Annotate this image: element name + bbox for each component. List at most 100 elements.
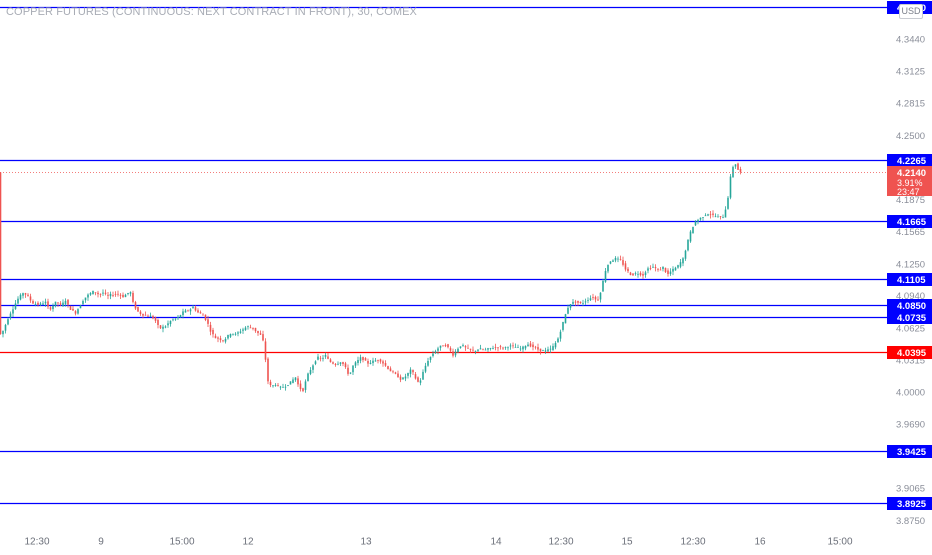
candle-body xyxy=(319,357,322,359)
candle-body xyxy=(104,292,107,294)
candle-body xyxy=(567,307,569,314)
candle-body xyxy=(689,231,692,242)
candle-body xyxy=(134,302,137,309)
candle-body xyxy=(169,320,172,325)
candle-body xyxy=(687,239,689,251)
candle-body xyxy=(34,303,37,305)
candle-body xyxy=(684,250,687,259)
candle-body xyxy=(424,365,427,372)
candle-body xyxy=(464,346,467,348)
price-label-badge xyxy=(887,497,932,510)
candle-body xyxy=(314,361,317,364)
candle-body xyxy=(302,388,304,391)
candle-body xyxy=(604,271,607,282)
candle-body xyxy=(397,373,399,378)
candle-body xyxy=(307,373,309,382)
chart-title: COPPER FUTURES (CONTINUOUS: NEXT CONTRAC… xyxy=(6,6,417,18)
candle-body xyxy=(84,297,87,301)
candle-body xyxy=(577,300,579,303)
candle-body xyxy=(227,334,229,339)
candle-body xyxy=(194,307,197,311)
candle-body xyxy=(429,356,432,360)
x-tick-label: 13 xyxy=(360,537,372,548)
candle-body xyxy=(739,169,742,172)
candle-body xyxy=(699,217,702,220)
candle-body xyxy=(212,329,214,335)
candle-body xyxy=(384,363,387,366)
candle-body xyxy=(219,338,222,341)
candle-body xyxy=(177,316,179,319)
candle-body xyxy=(457,348,459,353)
candle-body xyxy=(669,271,672,274)
y-tick-label: 4.3440 xyxy=(896,34,925,45)
candle-body xyxy=(374,360,377,362)
candle-body xyxy=(189,309,192,312)
candle-body xyxy=(354,362,357,366)
x-tick-label: 12:30 xyxy=(24,537,49,548)
candle-body xyxy=(677,265,679,268)
candle-body xyxy=(202,314,204,316)
candle-body xyxy=(277,385,279,386)
candle-body xyxy=(332,362,334,364)
x-tick-label: 15:00 xyxy=(169,537,194,548)
candle-body xyxy=(54,301,57,307)
candle-body xyxy=(492,348,494,349)
candle-body xyxy=(654,267,657,269)
candle-body xyxy=(469,348,472,350)
candle-body xyxy=(529,343,532,347)
candle-body xyxy=(559,331,562,339)
candle-body xyxy=(554,343,557,348)
candle-body xyxy=(602,280,604,292)
candle-body xyxy=(252,327,254,329)
candle-body xyxy=(267,358,269,382)
candle-body xyxy=(329,359,332,363)
candle-body xyxy=(119,294,122,296)
candle-body xyxy=(599,292,602,300)
candle-body xyxy=(22,293,24,296)
candle-body xyxy=(477,349,479,351)
candle-body xyxy=(694,221,697,226)
candle-body xyxy=(337,363,339,365)
candle-body xyxy=(432,353,434,357)
candle-body xyxy=(172,319,174,321)
candle-body xyxy=(609,261,612,264)
candle-body xyxy=(69,306,72,310)
price-label-text: 4.2265 xyxy=(897,156,927,167)
candle-body xyxy=(167,323,169,326)
candle-body xyxy=(362,357,364,361)
candle-body xyxy=(697,219,699,222)
candle-body xyxy=(494,347,497,348)
candle-body xyxy=(9,313,12,318)
candle-body xyxy=(597,299,599,301)
candle-body xyxy=(254,327,257,332)
candle-body xyxy=(74,311,77,314)
price-label-badge xyxy=(887,154,932,167)
candle-body xyxy=(142,313,144,316)
candle-body xyxy=(479,348,482,350)
candle-body xyxy=(369,362,372,364)
candle-body xyxy=(334,363,337,365)
candle-body xyxy=(184,310,187,313)
candle-body xyxy=(282,386,284,388)
candle-body xyxy=(157,319,159,325)
candle-body xyxy=(674,267,677,271)
candle-body xyxy=(449,348,452,351)
candle-body xyxy=(504,346,507,348)
candle-body xyxy=(569,303,572,308)
currency-button[interactable]: USD xyxy=(899,4,923,19)
price-label-text: 3.8925 xyxy=(897,499,927,510)
x-tick-label: 14 xyxy=(490,537,502,548)
candle-body xyxy=(32,301,34,304)
candle-body xyxy=(99,293,102,295)
candle-body xyxy=(237,332,239,334)
candle-body xyxy=(44,301,47,304)
price-label-text: 4.1105 xyxy=(897,275,926,286)
last-price-change: 3.91% xyxy=(897,178,923,188)
candle-body xyxy=(377,360,379,361)
candle-body xyxy=(617,258,619,260)
candle-body xyxy=(572,301,574,304)
candle-body xyxy=(299,383,302,390)
candle-body xyxy=(64,300,67,305)
